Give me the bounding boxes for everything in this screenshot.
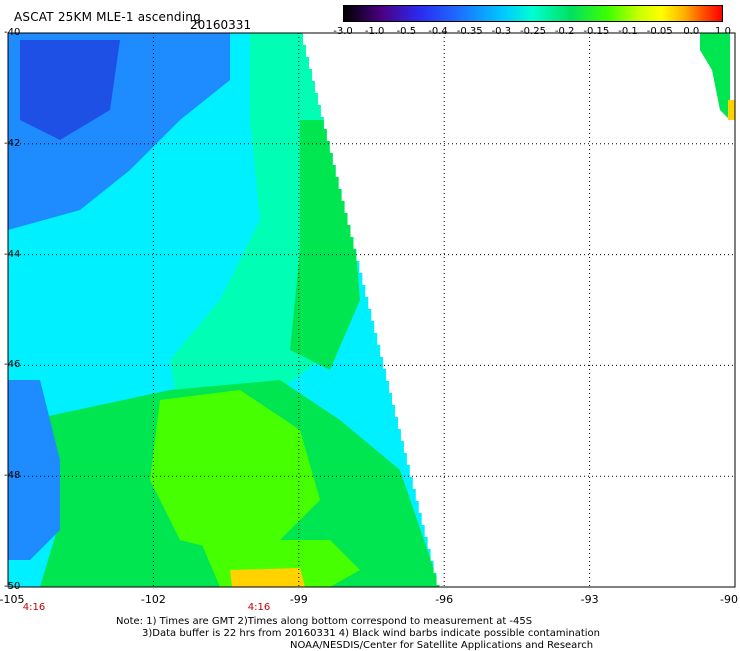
swath-regions xyxy=(8,33,440,587)
swath-east-yellow xyxy=(728,100,735,120)
note-line-2: 3)Data buffer is 22 hrs from 20160331 4)… xyxy=(142,628,600,639)
color-bar-tick-label: -0.1 xyxy=(618,26,638,37)
longitude-label: -102 xyxy=(140,593,166,606)
blue-southwest-region xyxy=(8,380,60,560)
yellow-region xyxy=(230,568,305,587)
deep-blue-region xyxy=(20,40,120,140)
swath-east-fragment xyxy=(700,33,730,120)
time-label: 4:16 xyxy=(22,602,46,613)
color-bar-tick-label: -0.4 xyxy=(428,26,448,37)
color-bar-tick-label: -0.2 xyxy=(554,26,575,37)
latitude-label: -48 xyxy=(4,470,21,482)
longitude-label: -105 xyxy=(0,593,25,606)
latitude-label: -40 xyxy=(4,27,21,38)
longitude-label: -90 xyxy=(720,593,738,606)
latitude-label: -46 xyxy=(4,359,21,371)
color-bar-tick-label: 0.0 xyxy=(683,26,700,37)
latitude-label: -42 xyxy=(4,137,21,149)
time-label: 4:16 xyxy=(247,602,271,613)
color-bar-tick-label: -1.0 xyxy=(364,26,385,37)
latitude-label: -50 xyxy=(4,581,21,592)
color-bar-tick-label: -3.0 xyxy=(333,26,353,37)
color-bar-tick-label: -0.15 xyxy=(583,26,610,37)
color-bar-tick-label: -0.25 xyxy=(520,26,546,37)
longitude-label: -93 xyxy=(580,593,599,606)
longitude-label: -96 xyxy=(435,593,454,606)
color-bar-tick-label: -0.35 xyxy=(456,26,483,37)
color-bar xyxy=(343,5,723,22)
lime-region xyxy=(150,390,320,560)
chart-date: 20160331 xyxy=(190,18,252,32)
color-bar-tick-label: -0.3 xyxy=(491,26,512,37)
note-line-1: Note: 1) Times are GMT 2)Times along bot… xyxy=(116,616,533,627)
longitude-label: -99 xyxy=(289,593,308,606)
chart-title: ASCAT 25KM MLE-1 ascending xyxy=(14,10,201,24)
color-bar-tick-label: -0.5 xyxy=(396,26,417,37)
note-line-3: NOAA/NESDIS/Center for Satellite Applica… xyxy=(290,640,594,651)
latitude-label: -44 xyxy=(4,248,21,260)
color-bar-tick-label: 1.0 xyxy=(715,26,731,37)
map-frame xyxy=(7,32,736,588)
color-bar-tick-label: -0.05 xyxy=(646,26,673,37)
